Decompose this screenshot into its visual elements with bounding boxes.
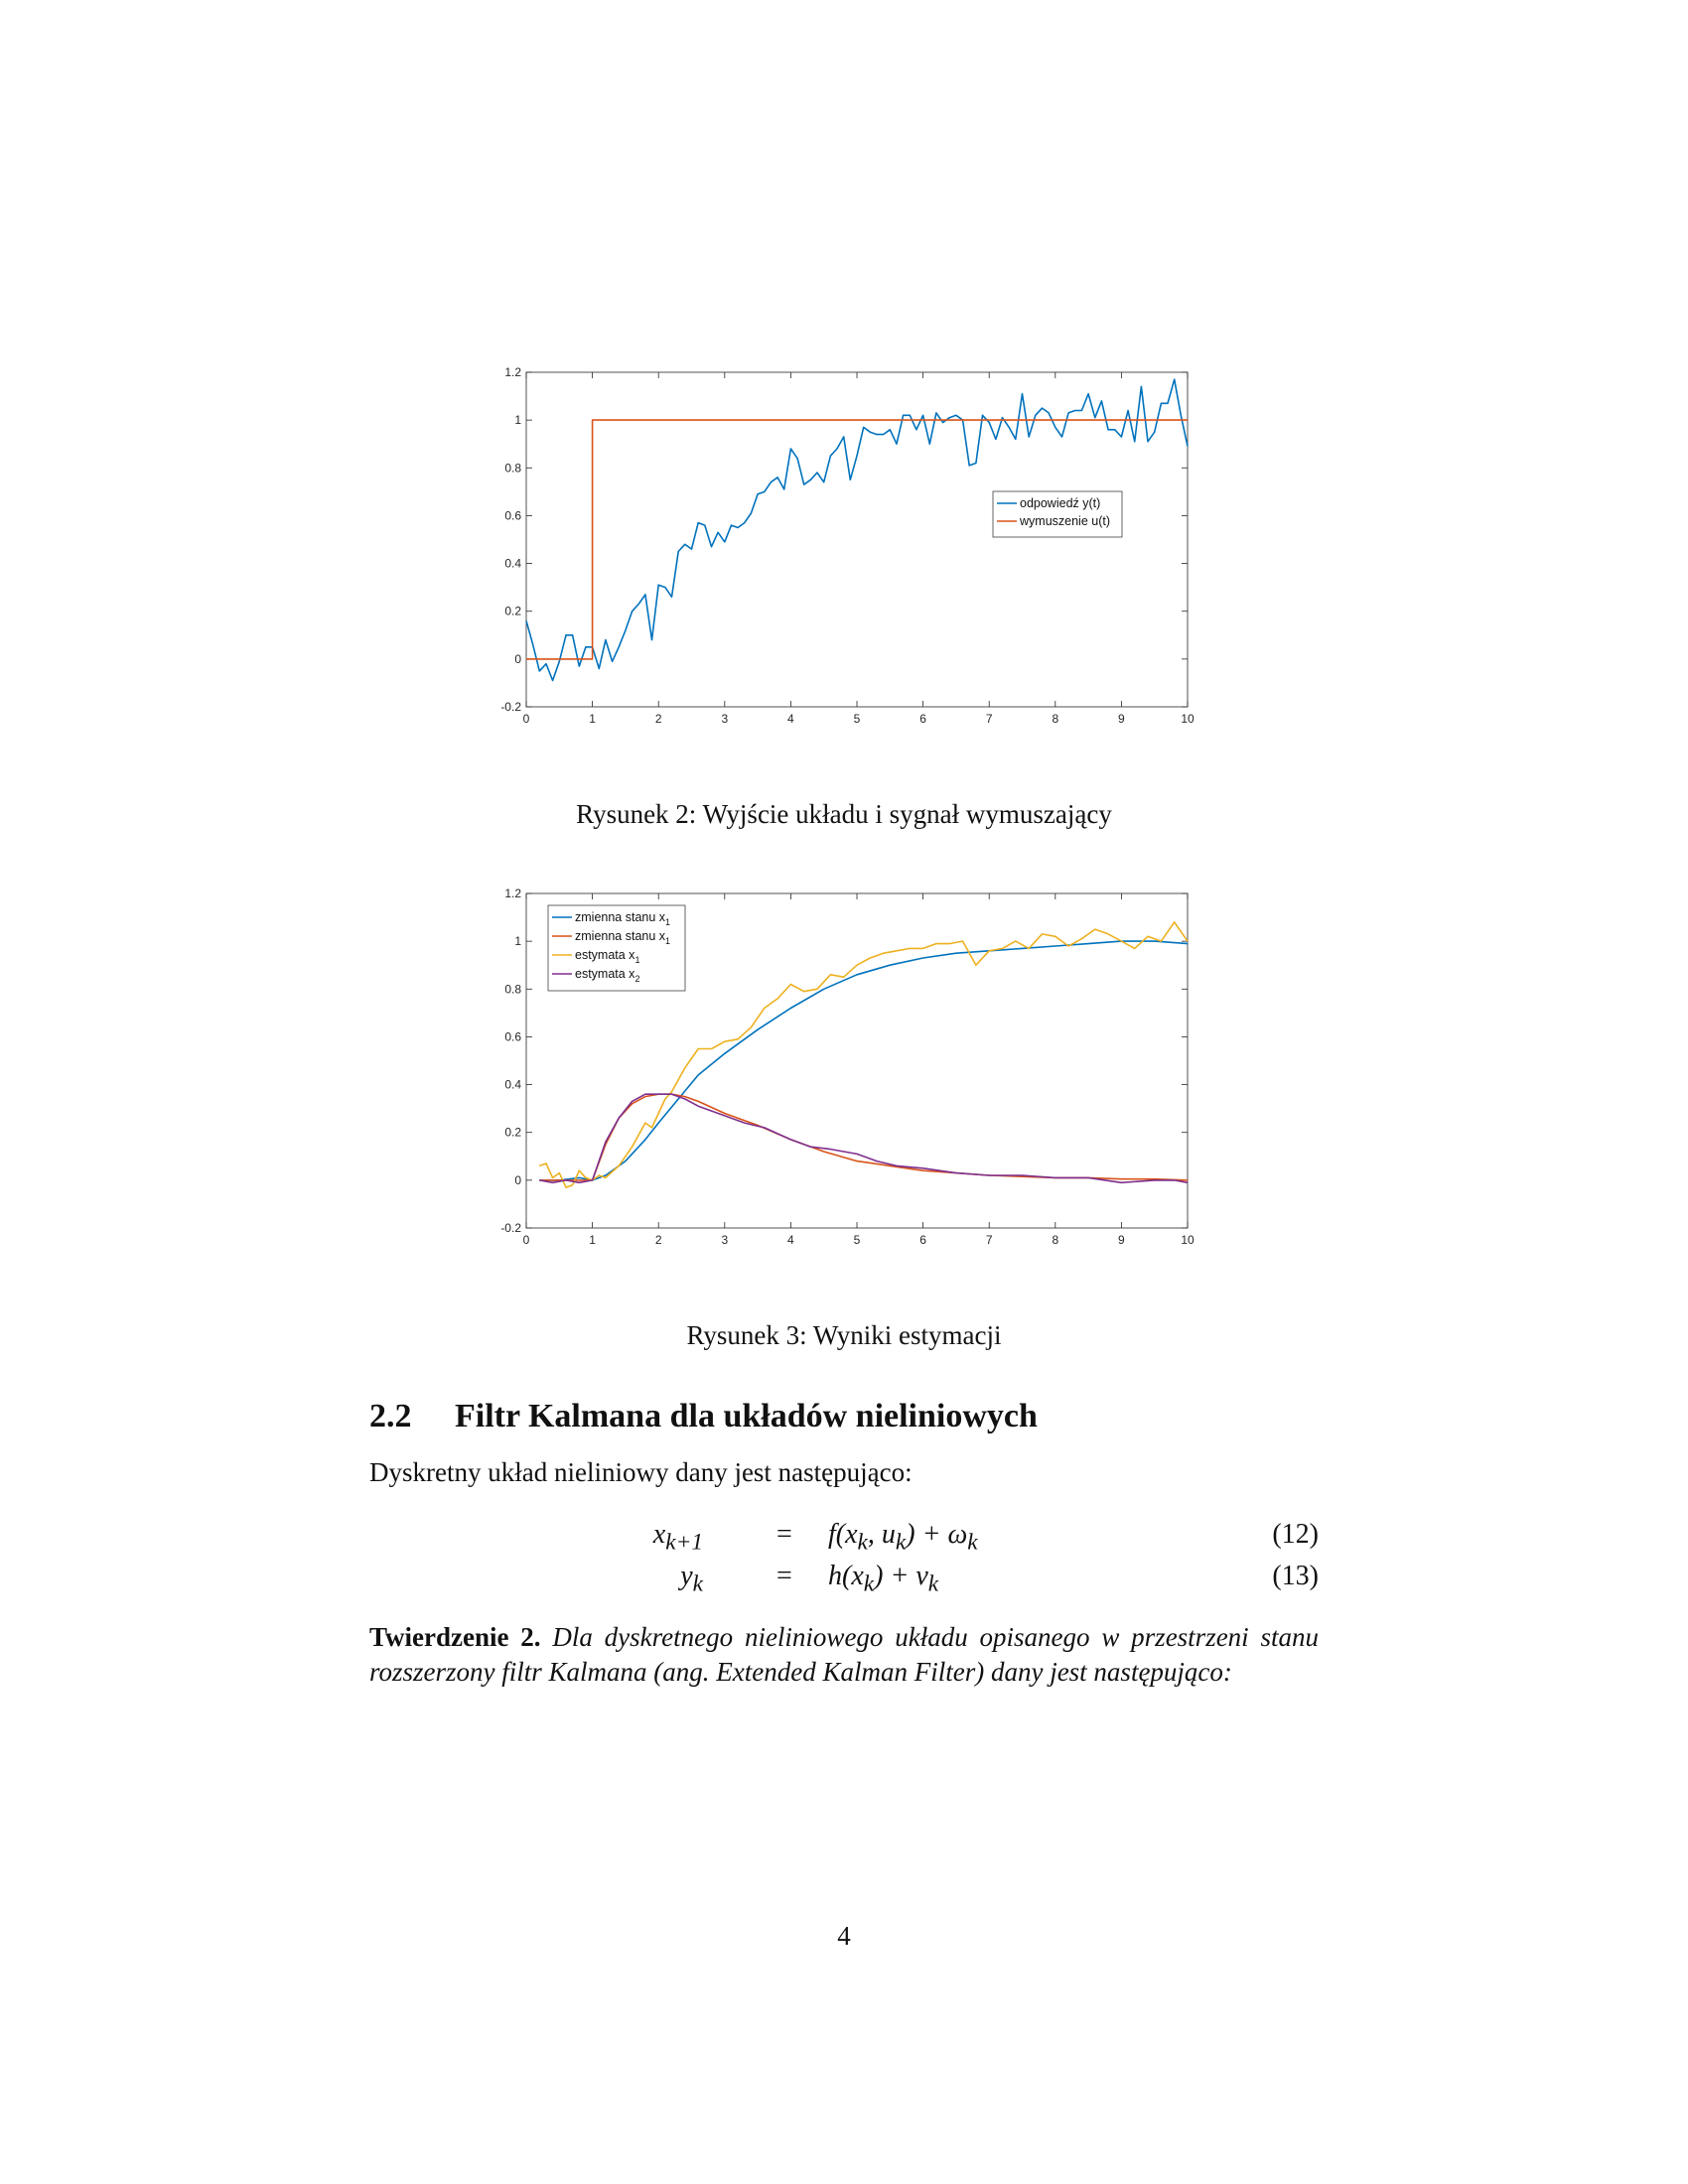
- series-line-1: [525, 378, 1189, 682]
- x-tick-label: 9: [1118, 1233, 1125, 1247]
- series-line-3: [539, 921, 1189, 1188]
- y-tick-label: 0: [514, 652, 521, 666]
- x-tick-label: 3: [721, 712, 728, 726]
- x-tick-label: 0: [523, 1233, 530, 1247]
- y-tick-label: 0.6: [504, 508, 521, 522]
- equation-rhs: h(xk) + νk: [828, 1561, 939, 1597]
- legend-label-subscript: 1: [665, 917, 670, 927]
- equation-12: xk+1 = f(xk, uk) + ωk (12): [369, 1519, 1319, 1559]
- series-line-4: [539, 1093, 1189, 1184]
- equation-13: yk = h(xk) + νk (13): [369, 1561, 1319, 1600]
- x-tick-label: 3: [721, 1233, 728, 1247]
- series-line-2: [526, 419, 1188, 660]
- legend-label: odpowiedź y(t): [1020, 496, 1100, 510]
- equation-rhs: f(xk, uk) + ωk: [828, 1519, 978, 1556]
- legend-label: zmienna stanu x1: [575, 929, 670, 946]
- y-tick-label: 0: [514, 1173, 521, 1187]
- section-heading: 2.2 Filtr Kalmana dla układów nieliniowyc…: [369, 1398, 1038, 1435]
- legend-label: wymuszenie u(t): [1019, 514, 1110, 528]
- y-tick-label: 1: [514, 934, 521, 948]
- equation-number: (13): [1272, 1561, 1319, 1591]
- x-tick-label: 10: [1181, 1233, 1195, 1247]
- y-tick-label: 0.4: [504, 557, 521, 571]
- x-tick-label: 5: [854, 1233, 861, 1247]
- x-tick-label: 6: [919, 1233, 926, 1247]
- equation-relation: =: [776, 1519, 792, 1550]
- x-tick-label: 5: [854, 712, 861, 726]
- x-tick-label: 2: [655, 712, 662, 726]
- x-tick-label: 1: [589, 712, 596, 726]
- figure-2-chart: 0 1 2 3 4 5 6 7 8 9 10 -0.2 0 0.2 0.4 0.6 0.8 1 1.2 odpowie…: [487, 362, 1201, 750]
- equation-number: (12): [1272, 1519, 1319, 1550]
- legend-label-subscript: 2: [634, 974, 639, 984]
- legend-box: [547, 904, 686, 992]
- y-tick-label: 0.2: [504, 1126, 521, 1140]
- x-tick-label: 8: [1052, 712, 1058, 726]
- x-tick-label: 0: [523, 712, 530, 726]
- x-tick-label: 4: [787, 1233, 794, 1247]
- y-tick-label: 1.2: [504, 365, 521, 379]
- x-tick-label: 8: [1052, 1233, 1058, 1247]
- x-tick-label: 2: [655, 1233, 662, 1247]
- figure-2-svg: 0 1 2 3 4 5 6 7 8 9 10-0.200.20.40.60.811.2odpowie…: [500, 365, 1195, 726]
- figure-3-caption: Rysunek 3: Wyniki estymacji: [686, 1320, 1002, 1350]
- y-tick-label: 1: [514, 413, 521, 427]
- legend-box: [992, 490, 1123, 538]
- section-number: 2.2: [369, 1398, 412, 1434]
- y-tick-label: -0.2: [500, 1221, 521, 1235]
- x-tick-label: 9: [1118, 712, 1125, 726]
- y-tick-label: 0.8: [504, 461, 521, 475]
- legend-label-subscript: 1: [634, 955, 639, 965]
- intro-paragraph: Dyskretny układ nieliniowy dany jest nas…: [369, 1457, 913, 1487]
- y-tick-label: 0.2: [504, 605, 521, 618]
- x-tick-label: 10: [1181, 712, 1195, 726]
- y-tick-label: 0.6: [504, 1029, 521, 1043]
- figure-2-caption: Rysunek 2: Wyjście układu i sygnał wymus…: [576, 799, 1112, 829]
- equation-lhs: xk+1: [652, 1519, 703, 1556]
- x-tick-label: 6: [919, 712, 926, 726]
- equation-lhs: yk: [680, 1561, 703, 1597]
- legend-label: estymata x1: [575, 948, 639, 965]
- legend-label: zmienna stanu x1: [575, 910, 670, 927]
- x-tick-label: 4: [787, 712, 794, 726]
- legend-label-subscript: 1: [665, 936, 670, 946]
- x-tick-label: 7: [986, 712, 993, 726]
- theorem-label: Twierdzenie 2.: [369, 1622, 541, 1652]
- x-tick-label: 1: [589, 1233, 596, 1247]
- series-line-1: [539, 940, 1189, 1181]
- figure-3-svg: 0 1 2 3 4 5 6 7 8 9 10-0.200.20.40.60.811.2zmienna…: [500, 887, 1195, 1247]
- page-number: 4: [837, 1921, 851, 1951]
- y-tick-label: 0.8: [504, 982, 521, 996]
- y-tick-label: -0.2: [500, 700, 521, 714]
- y-tick-label: 0.4: [504, 1078, 521, 1092]
- figure-3-chart: 0 1 2 3 4 5 6 7 8 9 10 -0.2 0 0.2 0.4 0.6 0.8 1 1.2 zmienna…: [487, 884, 1201, 1271]
- y-tick-label: 1.2: [504, 887, 521, 900]
- x-tick-label: 7: [986, 1233, 993, 1247]
- theorem-2: Twierdzenie 2. Dla dyskretnego nieliniow…: [369, 1620, 1319, 1690]
- section-title: Filtr Kalmana dla układów nieliniowych: [455, 1398, 1038, 1434]
- theorem-body: Dla dyskretnego nieliniowego układu opis…: [369, 1622, 1320, 1687]
- plot-area: [525, 371, 1189, 708]
- legend-label: estymata x2: [575, 967, 639, 984]
- equation-relation: =: [776, 1561, 792, 1591]
